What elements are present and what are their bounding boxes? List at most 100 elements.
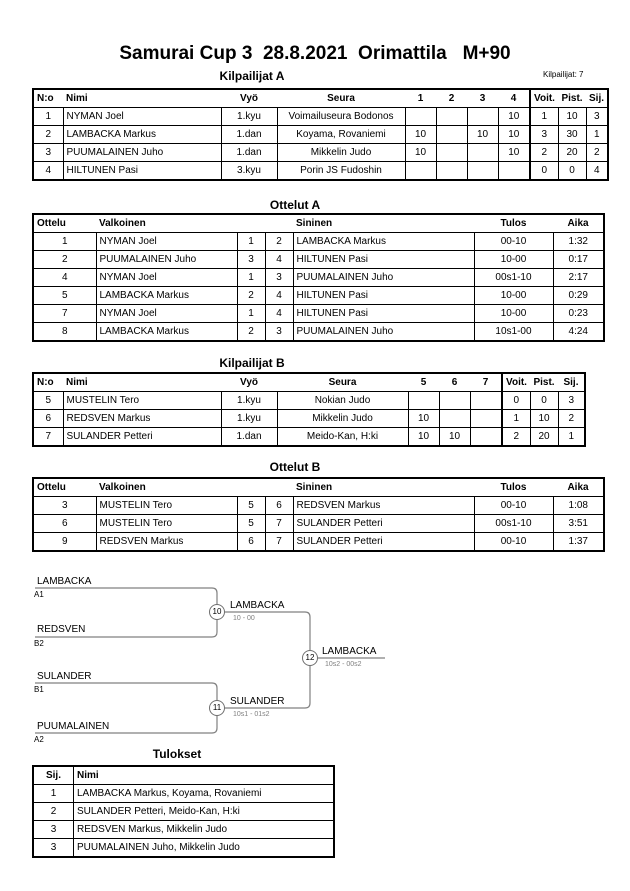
table-cell: REDSVEN Markus, Mikkelin Judo [73,820,335,839]
table-cell: 8 [32,322,97,342]
table-cell: 2 [529,143,559,162]
competitor-count-note: Kilpailijat: 7 [543,70,584,79]
table-cell: NYMAN Joel [95,304,238,323]
match-number-badge: 11 [209,700,225,716]
pool-a-table: N:o Nimi Vyö Seura 1 2 3 4 Voit. Pist. Sij. 1 NYMAN … [32,88,609,181]
table-cell: 3 [264,322,294,342]
table-row: 1 NYMAN Joel 1.kyu Voimailuseura Bodonos 10 1… [32,107,609,126]
column-header: Aika [553,477,604,497]
column-header: N:o [33,372,63,392]
table-cell: Nokian Judo [276,391,409,410]
table-cell: 1 [32,232,97,251]
table-row: 6 REDSVEN Markus 1.kyu Mikkelin Judo 10 1 10 2 [32,409,586,428]
column-header: Valkoinen [96,477,237,497]
column-header: 1 [405,88,436,108]
table-cell: Mikkelin Judo [276,143,406,162]
table-cell: Meido-Kan, H:ki [276,427,409,447]
table-cell: PUUMALAINEN Juho [292,322,475,342]
table-cell [404,161,437,181]
final-bracket: LAMBACKA A1 REDSVEN B2 SULANDER B1 PUUMA… [0,565,630,750]
column-header: Ottelu [33,213,96,233]
column-header: Nimi [63,372,221,392]
table-cell: 7 [264,532,294,552]
table-cell: 7 [32,427,64,447]
table-cell: SULANDER Petteri [292,514,475,533]
table-cell: 4 [264,286,294,305]
table-cell: NYMAN Joel [95,232,238,251]
table-cell: 1.dan [220,143,278,162]
table-cell: HILTUNEN Pasi [292,286,475,305]
table-row: 6 MUSTELIN Tero 5 7 SULANDER Petteri 00s1-10 3… [32,514,605,533]
column-header [237,213,265,233]
table-cell [438,391,471,410]
table-cell: 5 [32,286,97,305]
table-cell: PUUMALAINEN Juho [95,250,238,269]
table-cell: 6 [32,514,97,533]
table-cell [435,125,468,144]
column-header: Seura [277,88,405,108]
table-cell: 0 [557,161,587,181]
column-header: 3 [467,88,498,108]
column-header: Voit. [529,88,558,108]
table-cell: 1.kyu [220,409,278,428]
table-cell: 0 [501,391,531,410]
table-cell: 3 [264,268,294,287]
table-cell [466,107,499,126]
bracket-slot-seed: B1 [34,685,44,694]
table-cell: 7 [264,514,294,533]
table-cell: Koyama, Rovaniemi [276,125,406,144]
table-cell [407,391,440,410]
table-cell: 10 [497,143,531,162]
table-cell: 20 [557,143,587,162]
table-cell: 4 [264,250,294,269]
column-header: Sij. [586,88,608,108]
table-cell: 5 [236,496,266,515]
bracket-match-score: 10 - 00 [233,615,255,622]
table-cell: 4 [585,161,609,181]
table-cell: 00-10 [473,496,554,515]
table-cell [466,143,499,162]
table-cell: 3:51 [552,514,605,533]
table-cell: MUSTELIN Tero [95,514,238,533]
table-row: 7 SULANDER Petteri 1.dan Meido-Kan, H:ki 10 1… [32,427,586,447]
table-cell: 0:29 [552,286,605,305]
table-cell: 10 [404,125,437,144]
column-header: 7 [470,372,502,392]
column-header: Aika [553,213,604,233]
bracket-match-score: 10s2 - 00s2 [325,661,362,668]
table-row: 7 NYMAN Joel 1 4 HILTUNEN Pasi 10-00 0:23 [32,304,605,323]
table-cell: 3 [236,250,266,269]
table-cell: 0 [529,391,559,410]
table-cell [435,107,468,126]
table-cell: REDSVEN Markus [62,409,222,428]
heading-matches-a: Ottelut A [269,198,321,212]
table-row: 1 NYMAN Joel 1 2 LAMBACKA Markus 00-10 1:32 [32,232,605,251]
table-cell: LAMBACKA Markus [292,232,475,251]
bracket-slot-name: SULANDER [37,671,92,682]
column-header [265,477,293,497]
page-title: Samurai Cup 3 28.8.2021 Orimattila M+90 [119,43,511,64]
column-header: Seura [277,372,408,392]
table-cell: 1 [501,409,531,428]
table-cell: 2 [236,286,266,305]
column-header: 4 [498,88,530,108]
table-cell: 4:24 [552,322,605,342]
table-cell [466,161,499,181]
bracket-match-score: 10s1 - 01s2 [233,711,270,718]
table-cell: 00-10 [473,532,554,552]
table-cell: 6 [236,532,266,552]
table-cell [469,409,503,428]
table-cell: 10-00 [473,250,554,269]
column-header: Nimi [73,765,335,785]
bracket-winner-name: LAMBACKA [230,600,285,611]
table-cell: 6 [32,409,64,428]
table-cell: 5 [32,391,64,410]
table-cell: 0 [529,161,559,181]
table-cell: 20 [529,427,559,447]
header-row: N:o Nimi Vyö Seura 1 2 3 4 Voit. Pist. Sij. [33,88,608,108]
table-cell: 1 [529,107,559,126]
table-cell: 10-00 [473,304,554,323]
table-cell: HILTUNEN Pasi [292,304,475,323]
column-header: 5 [408,372,439,392]
bracket-slot-name: PUUMALAINEN [37,721,110,732]
